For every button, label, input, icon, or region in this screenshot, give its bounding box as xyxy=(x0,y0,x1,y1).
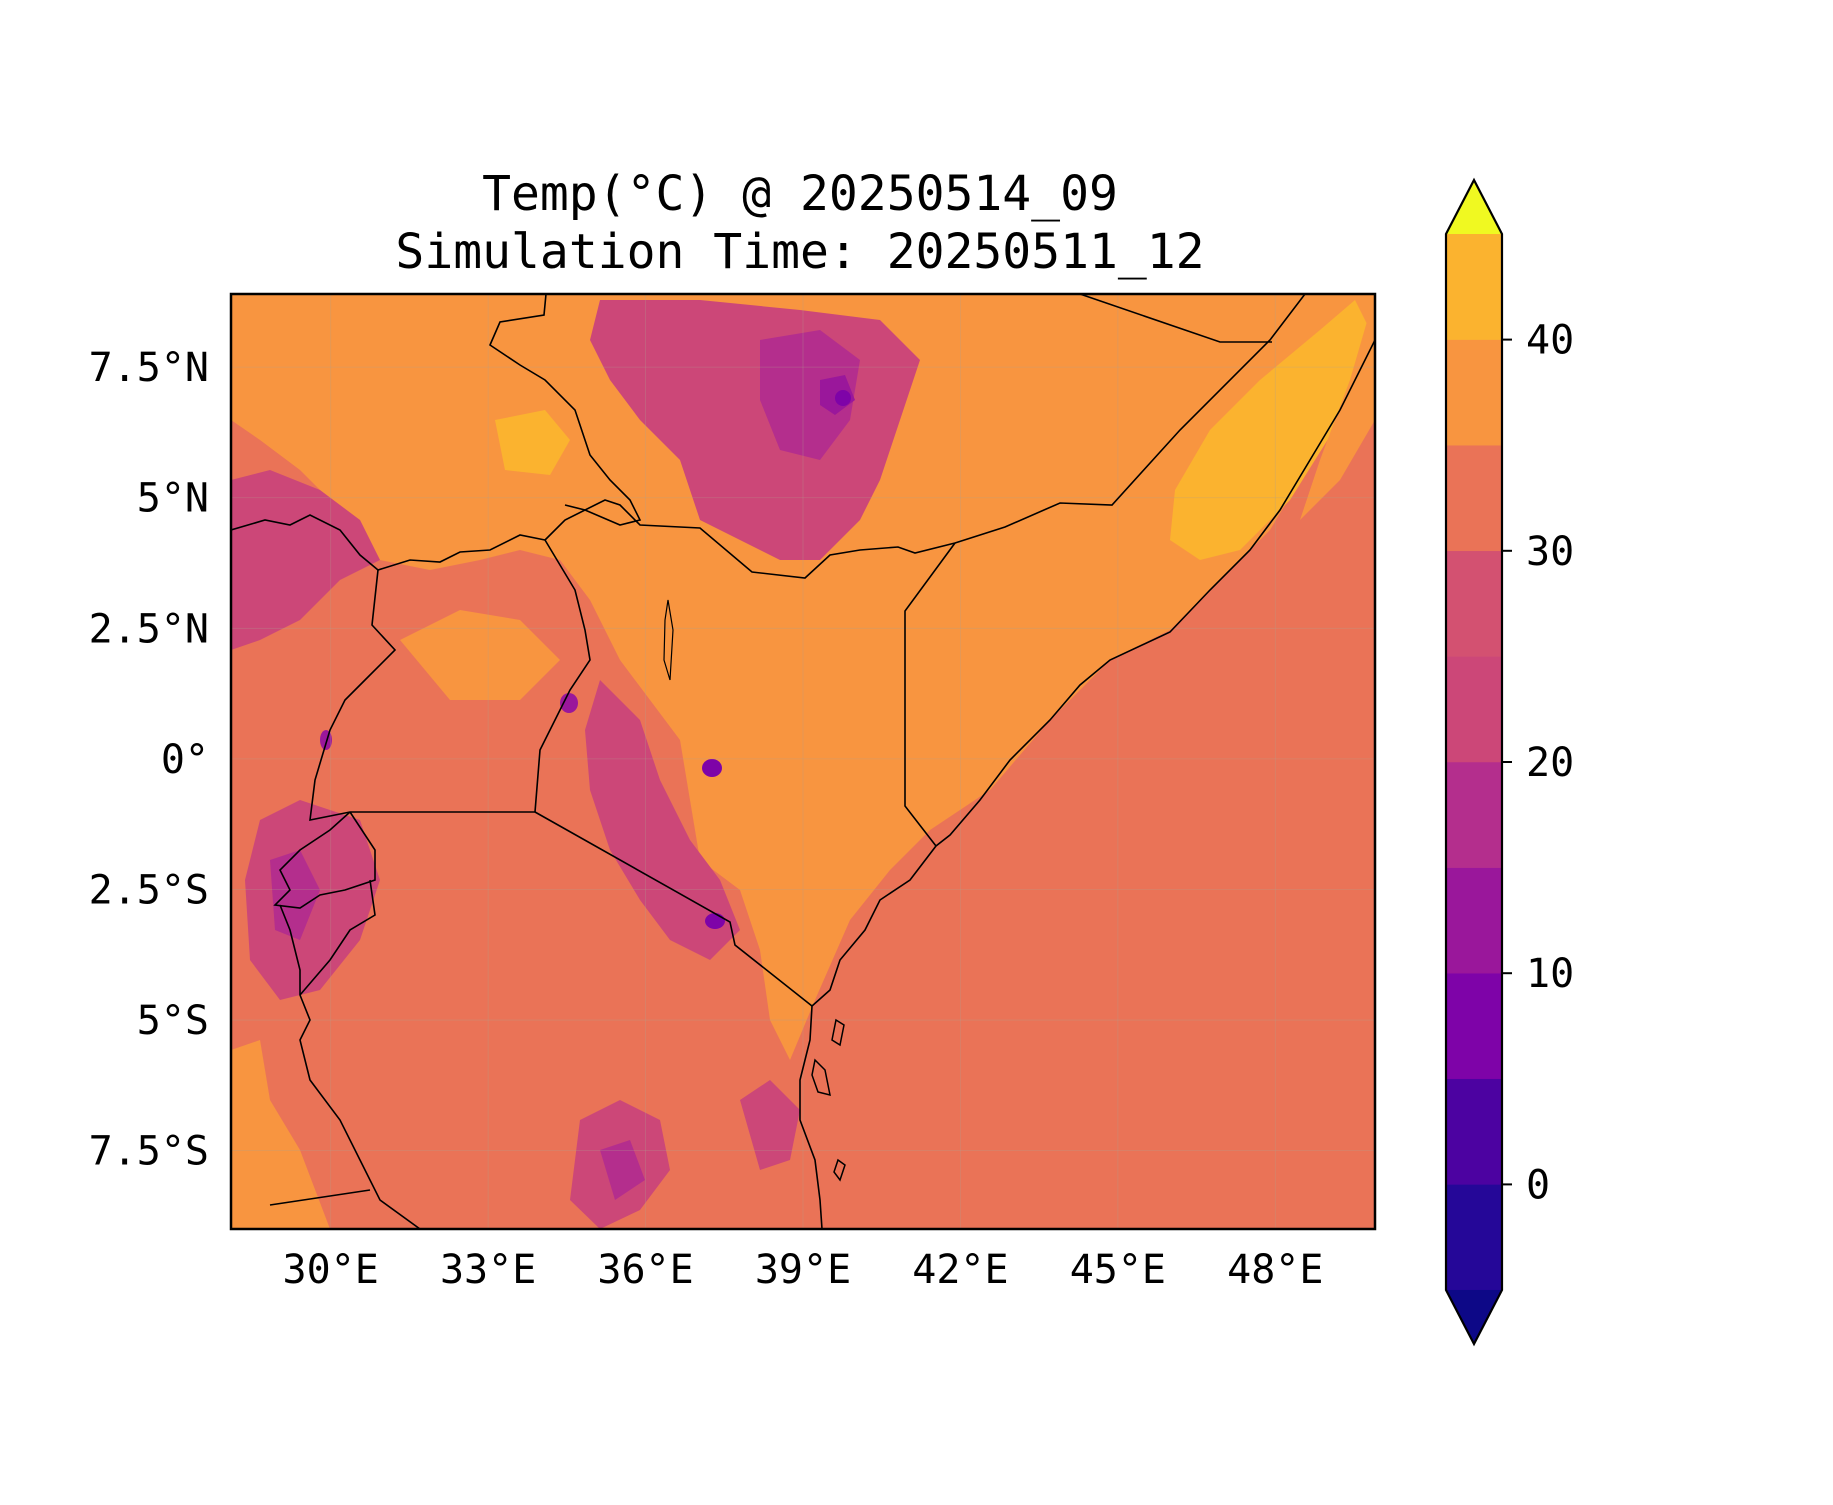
lat-tick-label: 2.5°S xyxy=(89,867,209,913)
colorbar-tick-label: 30 xyxy=(1526,529,1574,575)
lat-tick-label: 5°S xyxy=(137,998,209,1044)
contour-band-15-20-tz xyxy=(600,1140,645,1200)
colorbar: 0 10 20 30 40 xyxy=(1444,177,1574,1347)
contour-core-rwenzori xyxy=(320,730,332,750)
border-kenya-north xyxy=(544,499,956,579)
country-borders xyxy=(231,294,1306,1229)
border-uganda-west xyxy=(309,569,535,822)
contour-core-kenya xyxy=(702,759,722,777)
border-rwanda-burundi xyxy=(273,811,376,909)
colorbar-segment xyxy=(1445,233,1503,340)
border-tanzania-drc xyxy=(279,904,421,1229)
longitude-tick-labels: 30°E 33°E 36°E 39°E 42°E 45°E 48°E xyxy=(283,1247,1324,1293)
colorbar-tick-label: 10 xyxy=(1526,951,1574,997)
island-pemba xyxy=(831,1018,845,1047)
colorbar-under-triangle xyxy=(1446,1290,1502,1344)
border-kenya-west xyxy=(534,539,591,813)
map-title-line2: Simulation Time: 20250511_12 xyxy=(395,224,1204,280)
contour-band-15-20-rwanda xyxy=(270,850,320,940)
contour-band-20-25-tz2 xyxy=(740,1080,800,1170)
map-area xyxy=(231,294,1375,1229)
gridlines xyxy=(231,294,1375,1229)
lat-tick-label: 2.5°N xyxy=(89,606,209,652)
contour-band-35-40 xyxy=(1170,300,1370,560)
border-south-sudan-drc xyxy=(231,514,546,571)
contour-core-ethiopia xyxy=(835,390,851,406)
lon-tick-label: 33°E xyxy=(440,1247,536,1293)
lon-tick-label: 45°E xyxy=(1070,1247,1166,1293)
colorbar-segment xyxy=(1445,1078,1503,1185)
colorbar-over-triangle xyxy=(1446,180,1502,234)
colorbar-segment xyxy=(1445,972,1503,1080)
border-kenya-tanzania xyxy=(534,811,813,1007)
contour-band-20-25-rift xyxy=(585,680,740,960)
lon-tick-label: 42°E xyxy=(912,1247,1008,1293)
border-tanzania-zambia xyxy=(269,1189,371,1206)
colorbar-segment xyxy=(1445,444,1503,552)
lat-tick-label: 7.5°N xyxy=(89,345,209,391)
map-title-line1: Temp(°C) @ 20250514_09 xyxy=(482,166,1118,222)
island-mafia xyxy=(833,1158,846,1182)
lat-tick-label: 5°N xyxy=(137,476,209,522)
map-frame xyxy=(229,292,1377,1231)
lat-tick-label: 7.5°S xyxy=(89,1129,209,1175)
lat-tick-label: 0° xyxy=(161,737,209,783)
border-burundi-tanzania xyxy=(299,879,376,996)
contour-band-20-25-west xyxy=(231,470,380,650)
border-south-sudan-ethiopia xyxy=(488,294,642,526)
contour-band-35-40-strip xyxy=(1300,294,1375,520)
contour-band-30-35 xyxy=(231,294,1375,1060)
lake-turkana xyxy=(663,599,674,681)
contour-band-30-35-patch xyxy=(400,610,560,700)
border-kenya-somalia xyxy=(904,542,956,847)
contour-band-30-35-sw xyxy=(231,1040,330,1229)
colorbar-segment xyxy=(1445,867,1503,974)
colorbar-segment xyxy=(1445,550,1503,657)
border-ethiopia-somalia xyxy=(954,294,1306,544)
contour-core-kilimanjaro xyxy=(705,913,725,929)
colorbar-segment xyxy=(1445,761,1503,868)
coastline xyxy=(799,339,1375,1229)
lon-tick-label: 48°E xyxy=(1227,1247,1323,1293)
colorbar-segment xyxy=(1445,656,1503,763)
latitude-tick-labels: 7.5°N 5°N 2.5°N 0° 2.5°S 5°S 7.5°S xyxy=(89,345,209,1175)
lon-tick-label: 30°E xyxy=(283,1247,379,1293)
colorbar-outline xyxy=(1444,177,1504,1347)
colorbar-tick-label: 20 xyxy=(1526,740,1574,786)
colorbar-tick-label: 0 xyxy=(1526,1162,1550,1208)
contour-core-elgon xyxy=(560,693,578,713)
border-ethiopia-somaliland xyxy=(1079,294,1272,343)
lon-tick-label: 39°E xyxy=(755,1247,851,1293)
contour-band-35-40-patch xyxy=(495,410,570,475)
lon-tick-label: 36°E xyxy=(597,1247,693,1293)
colorbar-tick-label: 40 xyxy=(1526,318,1574,364)
island-zanzibar xyxy=(811,1058,831,1097)
colorbar-segment xyxy=(1445,1184,1503,1291)
colorbar-segment xyxy=(1445,339,1503,446)
contour-band-15-20-ethiopia xyxy=(760,330,860,460)
